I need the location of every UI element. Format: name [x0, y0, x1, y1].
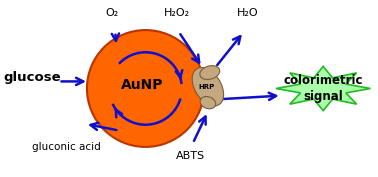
Text: H₂O: H₂O — [237, 8, 259, 18]
Text: gluconic acid: gluconic acid — [32, 142, 101, 152]
Text: H₂O₂: H₂O₂ — [164, 8, 190, 18]
Text: glucose: glucose — [4, 71, 61, 84]
Text: colorimetric
signal: colorimetric signal — [284, 74, 363, 103]
Ellipse shape — [200, 66, 220, 79]
Ellipse shape — [192, 67, 224, 106]
Polygon shape — [276, 66, 370, 111]
Ellipse shape — [87, 30, 204, 147]
Text: O₂: O₂ — [105, 8, 118, 18]
Ellipse shape — [200, 96, 216, 109]
Text: HRP: HRP — [198, 84, 214, 90]
Text: ABTS: ABTS — [176, 151, 206, 161]
Text: AuNP: AuNP — [121, 78, 163, 92]
